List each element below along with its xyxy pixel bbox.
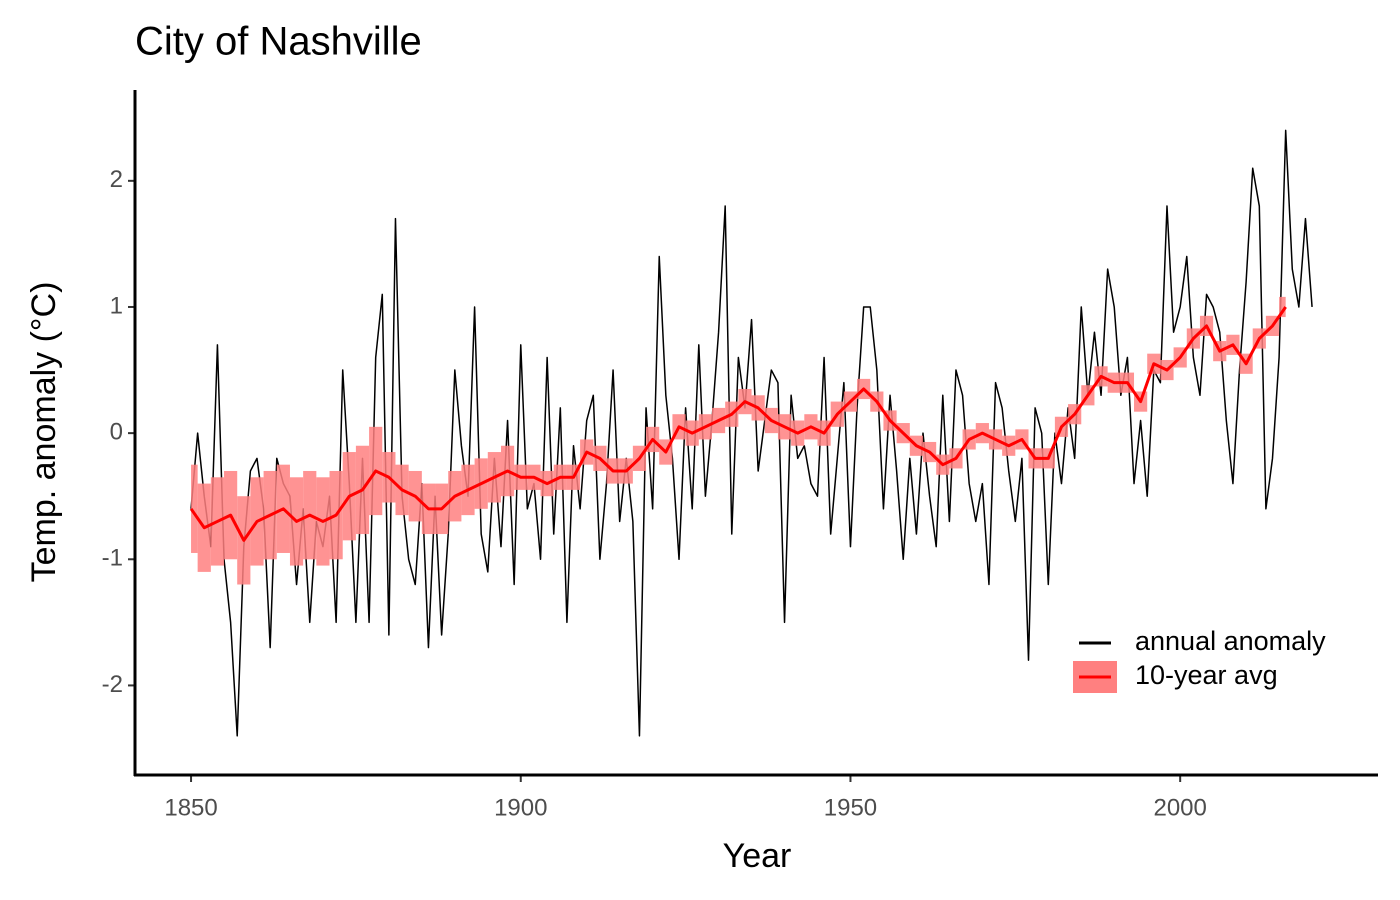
legend-label: annual anomaly xyxy=(1135,626,1326,656)
legend-label: 10-year avg xyxy=(1135,660,1278,690)
chart-title: City of Nashville xyxy=(135,20,422,64)
x-tick-label: 1950 xyxy=(824,794,877,821)
y-tick-label: 0 xyxy=(110,418,123,445)
x-tick-label: 1900 xyxy=(494,794,547,821)
series-line xyxy=(189,306,1287,542)
y-tick-label: 1 xyxy=(110,292,123,319)
series-line xyxy=(190,129,1313,737)
x-tick-label: 2000 xyxy=(1153,794,1206,821)
band-segment xyxy=(1279,296,1286,318)
x-axis-title: Year xyxy=(723,837,792,875)
x-tick-label: 1850 xyxy=(164,794,217,821)
y-tick-label: -1 xyxy=(102,545,123,572)
y-tick-label: 2 xyxy=(110,166,123,193)
y-axis-title: Temp. anomaly (°C) xyxy=(25,282,63,583)
y-tick-label: -2 xyxy=(102,671,123,698)
band-segment xyxy=(191,464,198,553)
